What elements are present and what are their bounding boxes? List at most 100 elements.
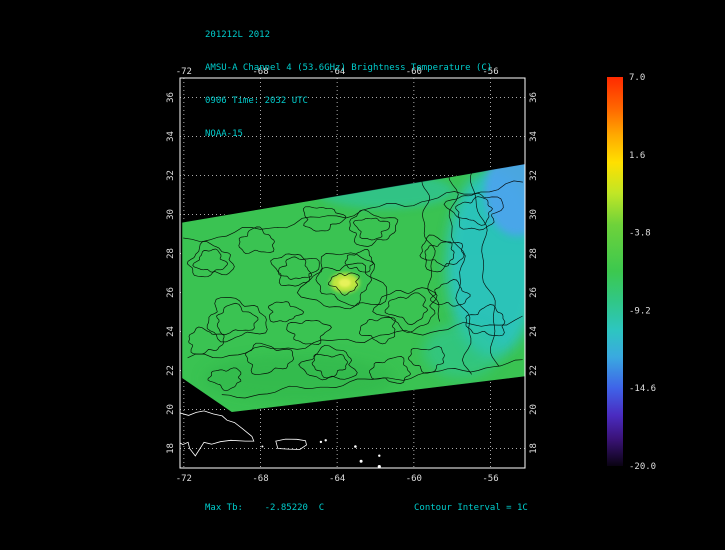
contour-loop — [369, 356, 412, 384]
y-tick-label-left: 18 — [166, 443, 176, 454]
temperature-region — [202, 354, 395, 402]
temperature-region — [338, 278, 351, 288]
x-tick-label-top: -72 — [176, 67, 192, 77]
colorbar — [607, 77, 623, 466]
y-tick-label-left: 34 — [166, 131, 176, 142]
contour-loop — [311, 353, 348, 379]
contour-loop — [352, 217, 391, 241]
island-dot — [261, 445, 264, 448]
y-tick-label-left: 30 — [166, 209, 176, 220]
colorbar-tick-label: -14.6 — [629, 384, 656, 394]
contour-loop — [296, 252, 388, 310]
colorbar-tick-label: -20.0 — [629, 462, 656, 472]
y-tick-label-right: 20 — [529, 404, 539, 415]
y-tick-label-right: 32 — [529, 170, 539, 181]
contour-loop — [303, 206, 347, 232]
coastline-puerto-rico — [275, 438, 307, 450]
y-tick-label-right: 24 — [529, 326, 539, 337]
max-tb-label: Max Tb: -2.85220 C — [205, 503, 325, 513]
satellite-name: NOAA-15 — [205, 129, 243, 139]
contour-loop — [298, 344, 358, 381]
contour-line — [420, 173, 441, 322]
plot-datetime: 0906 Time: 2032 UTC — [205, 96, 308, 106]
coastline-hispaniola — [180, 410, 255, 457]
contour-loop — [315, 262, 373, 307]
colorbar-tick-label: -3.8 — [629, 229, 651, 239]
x-tick-label-bottom: -64 — [329, 474, 345, 484]
contour-loop — [407, 346, 445, 374]
x-tick-label-top: -60 — [406, 67, 422, 77]
island-dot — [319, 440, 323, 444]
contour-loop — [344, 249, 374, 273]
contour-loop — [359, 317, 396, 345]
contour-loop — [443, 192, 504, 231]
y-tick-label-left: 28 — [166, 248, 176, 259]
coastlines — [180, 410, 386, 484]
x-tick-label-top: -64 — [329, 67, 345, 77]
plot-title: AMSU-A Channel 4 (53.6GHz) Brightness Te… — [205, 63, 493, 73]
contour-loop — [465, 304, 506, 337]
contour-line — [183, 180, 523, 243]
island-dot — [359, 459, 363, 463]
contour-loop — [286, 320, 332, 345]
contour-loop — [238, 226, 275, 254]
island-dot — [377, 465, 381, 468]
temperature-region — [484, 163, 525, 236]
plot-box — [179, 77, 526, 469]
contour-loop — [245, 342, 295, 376]
contour-loop — [372, 287, 438, 334]
contour-loop — [216, 302, 259, 335]
temperature-region — [423, 323, 501, 379]
x-tick-label-bottom: -72 — [176, 474, 192, 484]
contour-line — [221, 359, 523, 399]
contour-lines — [183, 165, 523, 399]
x-tick-label-bottom: -68 — [252, 474, 268, 484]
y-tick-label-left: 24 — [166, 326, 176, 337]
y-tick-label-right: 30 — [529, 209, 539, 220]
island-dot — [378, 454, 381, 457]
y-tick-label-right: 28 — [529, 248, 539, 259]
colorbar-tick-label: -9.2 — [629, 306, 651, 316]
y-tick-label-left: 22 — [166, 365, 176, 376]
contour-line — [187, 315, 523, 359]
y-tick-label-left: 26 — [166, 287, 176, 298]
contour-loop — [206, 297, 268, 343]
contour-loop — [349, 209, 399, 247]
y-tick-label-right: 26 — [529, 287, 539, 298]
contour-loop — [384, 292, 429, 326]
contour-loop — [424, 241, 455, 267]
x-tick-label-bottom: -56 — [482, 474, 498, 484]
colorbar-tick-label: 7.0 — [629, 73, 645, 83]
data-swath — [181, 163, 525, 413]
y-tick-label-right: 22 — [529, 365, 539, 376]
contour-loop — [207, 367, 242, 392]
plot-title-block: 201212L 2012 AMSU-A Channel 4 (53.6GHz) … — [205, 8, 492, 162]
contour-interval-label: Contour Interval = 1C — [414, 503, 528, 513]
contour-loop — [278, 256, 313, 280]
contour-loop — [192, 248, 228, 273]
island-dot — [354, 445, 357, 448]
contour-line — [447, 169, 472, 375]
storm-id: 201212L 2012 — [205, 30, 271, 40]
island-dot — [382, 480, 386, 484]
x-tick-label-bottom: -60 — [406, 474, 422, 484]
y-tick-label-left: 32 — [166, 170, 176, 181]
contour-loop — [270, 253, 320, 287]
y-tick-label-left: 20 — [166, 404, 176, 415]
colorbar-tick-label: 1.6 — [629, 151, 645, 161]
contour-loop — [186, 241, 235, 278]
island-dot — [371, 472, 373, 474]
x-tick-label-top: -68 — [252, 67, 268, 77]
y-tick-label-right: 36 — [529, 92, 539, 103]
contour-loop — [455, 196, 493, 226]
contour-loop — [327, 272, 360, 296]
island-dot — [324, 439, 327, 442]
contour-loop — [188, 326, 225, 355]
y-tick-label-right: 18 — [529, 443, 539, 454]
y-tick-label-right: 34 — [529, 131, 539, 142]
y-tick-label-left: 36 — [166, 92, 176, 103]
contour-line — [470, 165, 500, 367]
x-tick-label-top: -56 — [482, 67, 498, 77]
